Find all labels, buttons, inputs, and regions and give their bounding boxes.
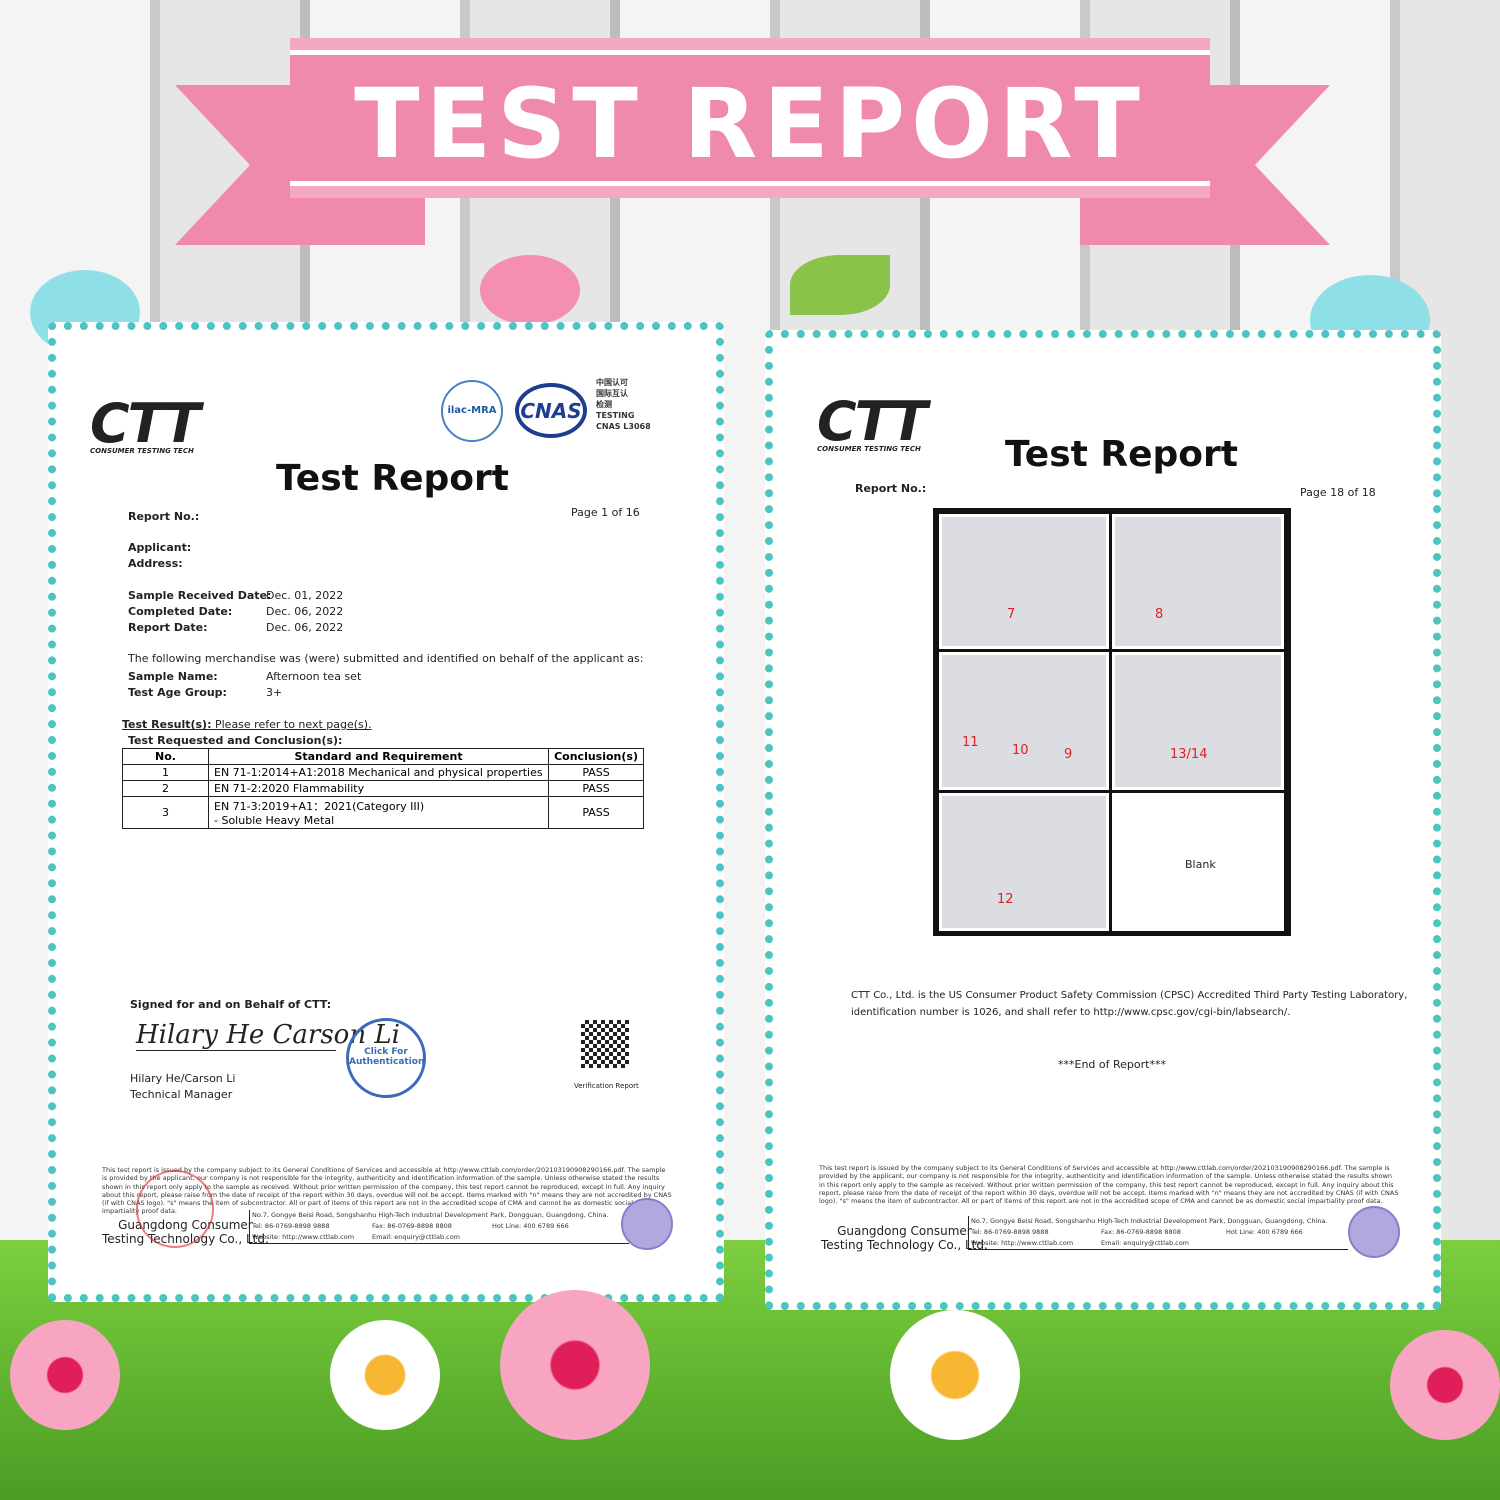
signed-label: Signed for and on Behalf of CTT: <box>130 998 332 1011</box>
contact-info: No.7, Gongye Beisi Road, Songshanhu High… <box>968 1216 1348 1250</box>
blank-cell: Blank <box>1112 793 1284 931</box>
sample-received-date: Dec. 01, 2022 <box>266 589 344 602</box>
age-group: 3+ <box>266 686 283 699</box>
report-no-label: Report No.: <box>128 510 200 523</box>
sample-name: Afternoon tea set <box>266 670 362 683</box>
pink-daisy-icon <box>10 1320 120 1430</box>
pink-flower-icon <box>480 255 580 325</box>
qr-code[interactable] <box>581 1020 629 1068</box>
requested-label: Test Requested and Conclusion(s): <box>128 734 343 747</box>
completed-label: Completed Date: <box>128 605 233 618</box>
sample-name-label: Sample Name: <box>128 670 218 683</box>
pink-daisy-icon <box>500 1290 650 1440</box>
photo-round-plate: 8 <box>1112 514 1284 649</box>
sample-received-label: Sample Received Date: <box>128 589 272 602</box>
table-row: 2 EN 71-2:2020 Flammability PASS <box>122 780 644 797</box>
applicant-label: Applicant: <box>128 541 192 554</box>
daisy-icon <box>890 1310 1020 1440</box>
red-stamp-icon <box>136 1170 214 1248</box>
cnas-logo: CNAS <box>515 383 587 438</box>
cpsc-statement-2: identification number is 1026, and shall… <box>851 1007 1291 1018</box>
authentication-stamp[interactable]: Click For Authentication <box>346 1018 426 1098</box>
ctt-logo: CTT CONSUMER TESTING TECH <box>90 392 201 455</box>
company-name: Guangdong Consumer Testing Technology Co.… <box>821 1224 988 1252</box>
report-date: Dec. 06, 2022 <box>266 621 344 634</box>
signer-title: Technical Manager <box>130 1088 233 1101</box>
completed-date: Dec. 06, 2022 <box>266 605 344 618</box>
company-seal-icon <box>1348 1206 1400 1258</box>
table-row: 3 EN 71-3:2019+A1：2021(Category III) - Sol… <box>122 796 644 829</box>
report-title: Test Report <box>276 458 509 499</box>
photo-leaf-spoons: 11 10 9 <box>939 652 1109 790</box>
ilac-mra-logo: ilac-MRA <box>441 380 503 442</box>
address-label: Address: <box>128 557 183 570</box>
test-report-page-18: CTT CONSUMER TESTING TECH Test Report Rep… <box>765 330 1441 1310</box>
test-result-line: Test Result(s): Please refer to next pag… <box>122 718 372 731</box>
cnas-text: 中国认可 国际互认 检测 TESTING CNAS L3068 <box>596 378 651 431</box>
end-of-report: ***End of Report*** <box>1058 1058 1166 1071</box>
page-number: Page 18 of 18 <box>1300 486 1376 499</box>
test-report-page-1: CTT CONSUMER TESTING TECH ilac-MRA CNAS 中… <box>48 322 724 1302</box>
photo-grid: 7 8 11 10 9 13/14 12 Blank <box>933 508 1291 936</box>
signer-name: Hilary He/Carson Li <box>130 1072 236 1085</box>
page-number: Page 1 of 16 <box>571 506 640 519</box>
photo-small-plate: 12 <box>939 793 1109 931</box>
daisy-icon <box>330 1320 440 1430</box>
disclaimer: This test report is issued by the compan… <box>819 1164 1399 1206</box>
leaf-icon <box>790 255 890 315</box>
company-seal-icon <box>621 1198 673 1250</box>
table-row: 1 EN 71-1:2014+A1:2018 Mechanical and phy… <box>122 764 644 781</box>
verification-label: Verification Report <box>574 1082 639 1090</box>
cpsc-statement: CTT Co., Ltd. is the US Consumer Product… <box>851 990 1408 1001</box>
contact-info: No.7, Gongye Beisi Road, Songshanhu High… <box>249 1210 629 1244</box>
banner-title: TEST REPORT <box>354 68 1146 180</box>
intro-text: The following merchandise was (were) sub… <box>128 652 644 665</box>
photo-cup: 13/14 <box>1112 652 1284 790</box>
report-date-label: Report Date: <box>128 621 208 634</box>
results-table: No. Standard and Requirement Conclusion(s)… <box>122 748 644 829</box>
photo-flower-plate: 7 <box>939 514 1109 649</box>
report-no-label: Report No.: <box>855 482 927 495</box>
signature: Hilary He Carson Li <box>136 1020 400 1051</box>
ctt-logo: CTT CONSUMER TESTING TECH <box>817 390 928 453</box>
pink-daisy-icon <box>1390 1330 1500 1440</box>
report-title: Test Report <box>1005 434 1238 475</box>
accreditation-logos: ilac-MRA CNAS 中国认可 国际互认 检测 TESTING CNAS L306… <box>441 375 661 445</box>
banner: TEST REPORT <box>290 38 1210 198</box>
age-group-label: Test Age Group: <box>128 686 227 699</box>
